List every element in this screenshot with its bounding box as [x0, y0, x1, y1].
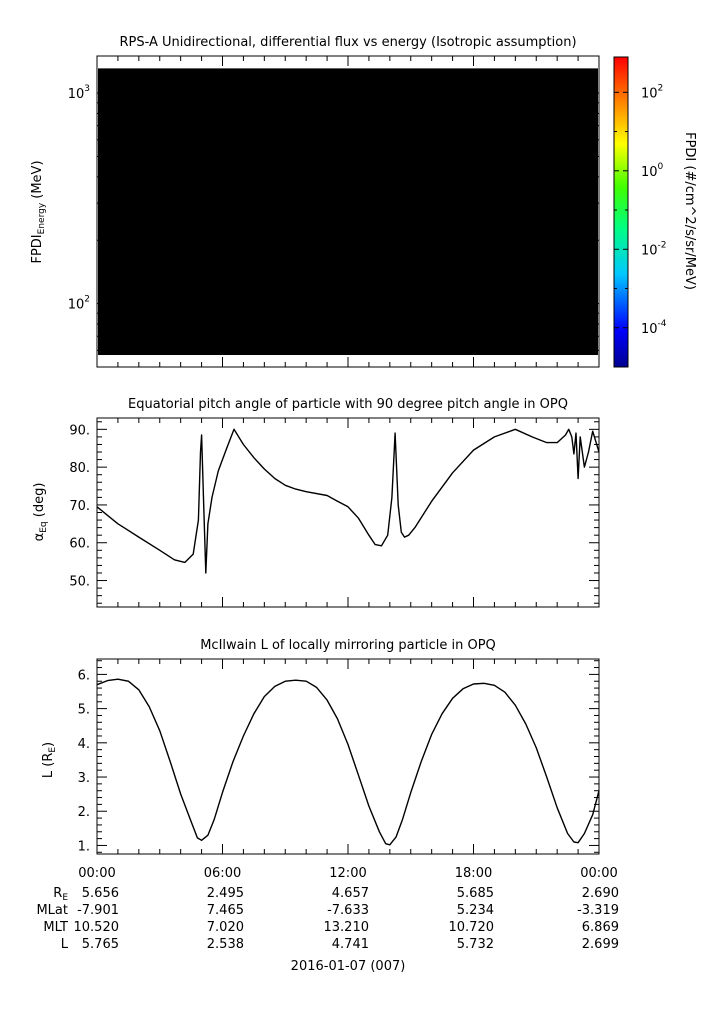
ephemeris-value: 4.657 — [332, 886, 369, 901]
y-tick-label: 5. — [78, 703, 90, 718]
y-tick-label: 2. — [78, 805, 90, 820]
ephemeris-value: 2.495 — [207, 886, 244, 901]
colorbar-tick-label: 102 — [641, 83, 663, 101]
date-label: 2016-01-07 (007) — [291, 959, 406, 974]
ephemeris-table: RE 5.656 2.495 4.657 5.685 2.690 MLat -7.901 7.4… — [36, 886, 619, 952]
colorbar-tick-label: 100 — [641, 162, 664, 180]
y-tick-label: 3. — [78, 771, 90, 786]
mcilwain-l-title: McIlwain L of locally mirroring particle… — [200, 638, 496, 653]
pitch-angle-y-ticks: 50. 60. 70. 80. 90. — [69, 421, 599, 604]
y-tick-label: 103 — [68, 84, 90, 102]
colorbar-label: FPDI (#/cm^2/s/sr/MeV) — [682, 132, 697, 290]
ephemeris-value: 2.699 — [582, 937, 619, 952]
ephemeris-row-label: MLat — [36, 903, 68, 918]
ephemeris-value: 7.020 — [207, 920, 244, 935]
pitch-angle-x-ticks — [96, 418, 600, 607]
ephemeris-value: 5.732 — [457, 937, 494, 952]
colorbar-tick-label: 10-4 — [641, 319, 667, 337]
ephemeris-value: -7.901 — [77, 903, 119, 918]
pitch-angle-series-line — [96, 428, 600, 574]
y-tick-label: 4. — [78, 737, 90, 752]
y-tick-label: 80. — [69, 461, 90, 476]
spectrogram-y-label: FPDIEnergy (MeV) — [30, 160, 47, 263]
colorbar-ticks: 102 100 10-2 10-4 — [614, 83, 667, 368]
ephemeris-value: 6.869 — [582, 920, 619, 935]
ephemeris-value: 10.720 — [449, 920, 495, 935]
ephemeris-value: 5.765 — [82, 937, 119, 952]
ephemeris-value: -7.633 — [327, 903, 369, 918]
panel-spectrogram: RPS-A Unidirectional, differential flux … — [30, 35, 600, 368]
ephemeris-value: 13.210 — [324, 920, 370, 935]
ephemeris-value: 5.234 — [457, 903, 494, 918]
ephemeris-row-label: L — [61, 937, 69, 952]
ephemeris-value: 2.538 — [207, 937, 244, 952]
mcilwain-l-frame — [96, 658, 600, 855]
mcilwain-l-y-label: L (RE) — [41, 742, 58, 778]
colorbar-gradient — [613, 56, 629, 368]
pitch-angle-frame — [96, 417, 600, 608]
mcilwain-l-y-ticks: 1. 2. 3. 4. 5. 6. — [78, 660, 599, 854]
spectrogram-data-fill — [98, 68, 598, 356]
spectrogram-title: RPS-A Unidirectional, differential flux … — [119, 35, 576, 50]
ephemeris-row-label: MLT — [43, 920, 68, 935]
y-tick-label: 102 — [68, 295, 90, 313]
ephemeris-row-label: RE — [53, 886, 68, 903]
colorbar-tick-label: 10-2 — [641, 240, 667, 258]
x-axis-tick-labels: 00:00 06:00 12:00 18:00 00:00 — [78, 866, 617, 881]
ephemeris-value: 2.690 — [582, 886, 619, 901]
mcilwain-l-x-ticks — [96, 659, 600, 854]
panel-pitch-angle: Equatorial pitch angle of particle with … — [32, 397, 600, 608]
ephemeris-value: 5.656 — [82, 886, 119, 901]
mcilwain-l-series-line — [96, 678, 600, 846]
y-tick-label: 1. — [78, 839, 90, 854]
ephemeris-value: 10.520 — [74, 920, 120, 935]
pitch-angle-y-label: αEq (deg) — [32, 483, 49, 542]
y-tick-label: 60. — [69, 537, 90, 552]
panel-mcilwain-l: McIlwain L of locally mirroring particle… — [41, 638, 600, 855]
spectrogram-x-ticks — [96, 56, 600, 367]
x-tick-label: 00:00 — [78, 866, 115, 881]
pitch-angle-title: Equatorial pitch angle of particle with … — [128, 397, 568, 412]
x-tick-label: 18:00 — [455, 866, 492, 881]
colorbar: 102 100 10-2 10-4 FPDI (#/cm^2/s/sr/MeV) — [613, 56, 697, 368]
y-tick-label: 90. — [69, 423, 90, 438]
y-tick-label: 50. — [69, 575, 90, 590]
y-tick-label: 6. — [78, 668, 90, 683]
ephemeris-value: -3.319 — [577, 903, 619, 918]
ephemeris-value: 4.741 — [332, 937, 369, 952]
y-tick-label: 70. — [69, 499, 90, 514]
x-tick-label: 06:00 — [204, 866, 241, 881]
x-tick-label: 00:00 — [580, 866, 617, 881]
x-tick-label: 12:00 — [329, 866, 366, 881]
spectrogram-y-ticks: 102 103 — [68, 84, 599, 368]
ephemeris-value: 5.685 — [457, 886, 494, 901]
ephemeris-value: 7.465 — [207, 903, 244, 918]
